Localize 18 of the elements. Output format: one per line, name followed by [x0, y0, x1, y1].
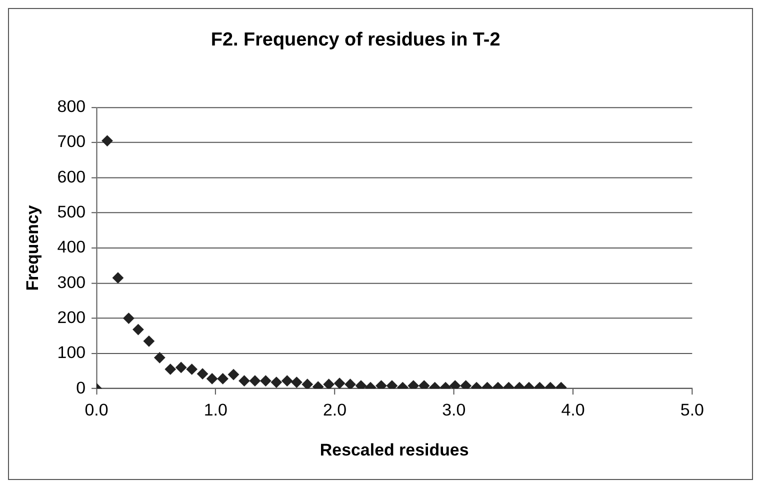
y-tick-label: 600 [57, 167, 86, 186]
chart-title: F2. Frequency of residues in T-2 [210, 29, 500, 50]
y-tick-label: 800 [57, 97, 86, 116]
x-axis-title: Rescaled residues [320, 440, 469, 460]
y-tick-label: 300 [57, 272, 86, 292]
x-tick-label: 1.0 [204, 400, 228, 420]
x-tick-label: 0.0 [84, 400, 108, 420]
y-tick-label: 200 [57, 308, 86, 327]
x-tick-label: 4.0 [561, 400, 585, 420]
y-tick-label: 500 [57, 202, 86, 222]
x-tick-label: 2.0 [323, 400, 347, 420]
x-tick-label: 3.0 [442, 400, 466, 420]
y-axis-title: Frequency [22, 204, 42, 291]
x-tick-label: 5.0 [680, 400, 704, 420]
y-tick-label: 400 [57, 238, 86, 257]
y-tick-label: 700 [57, 132, 86, 152]
y-tick-label: 0 [76, 378, 86, 398]
y-tick-label: 100 [57, 343, 86, 362]
